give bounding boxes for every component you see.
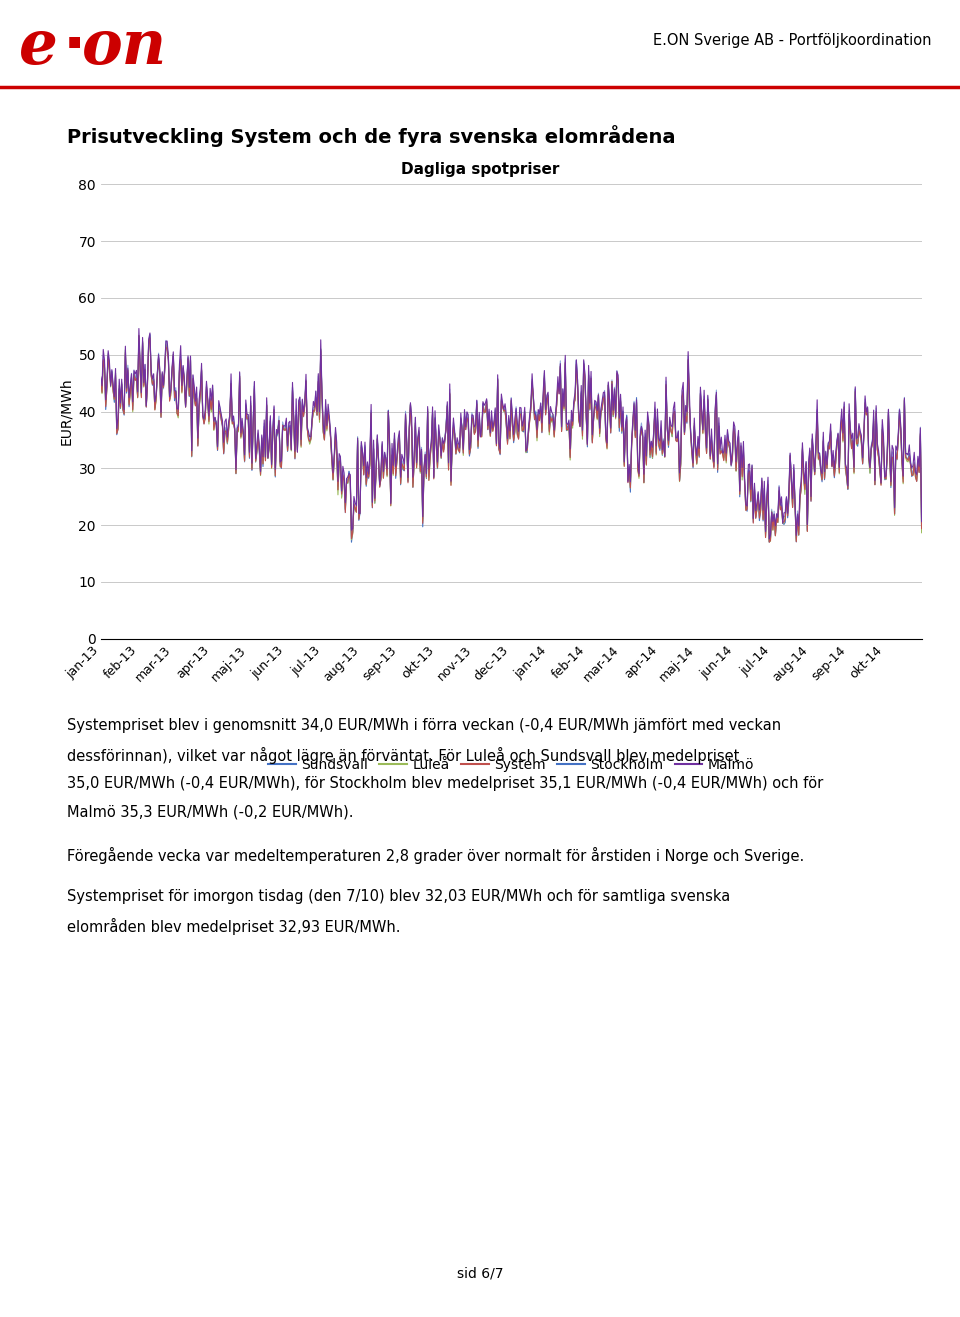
Stockholm bbox=[477, 396, 489, 412]
Malmö bbox=[751, 495, 762, 511]
Text: e: e bbox=[19, 17, 58, 78]
Line: Malmö: Malmö bbox=[101, 328, 922, 539]
Y-axis label: EUR/MWh: EUR/MWh bbox=[59, 378, 73, 445]
System bbox=[341, 474, 352, 490]
Sundsvall bbox=[346, 535, 357, 551]
Text: Systempriset blev i genomsnitt 34,0 EUR/MWh i förra veckan (-0,4 EUR/MWh jämfört: Systempriset blev i genomsnitt 34,0 EUR/… bbox=[67, 718, 781, 732]
Line: Stockholm: Stockholm bbox=[101, 335, 922, 541]
Sundsvall bbox=[144, 327, 156, 342]
Luleå bbox=[133, 328, 145, 344]
Malmö bbox=[854, 423, 866, 439]
Text: E.ON Sverige AB - Portföljkoordination: E.ON Sverige AB - Portföljkoordination bbox=[653, 33, 931, 49]
System bbox=[720, 453, 732, 469]
Text: 35,0 EUR/MWh (-0,4 EUR/MWh), för Stockholm blev medelpriset 35,1 EUR/MWh (-0,4 E: 35,0 EUR/MWh (-0,4 EUR/MWh), för Stockho… bbox=[67, 776, 824, 790]
Luleå bbox=[477, 400, 489, 416]
Luleå bbox=[763, 533, 775, 549]
Text: dessförinnan), vilket var något lägre än förväntat. För Luleå och Sundsvall blev: dessförinnan), vilket var något lägre än… bbox=[67, 747, 739, 764]
Luleå bbox=[908, 456, 920, 471]
Luleå bbox=[95, 371, 107, 387]
Sundsvall bbox=[722, 425, 733, 441]
Line: System: System bbox=[101, 336, 922, 543]
System bbox=[477, 399, 489, 415]
Sundsvall bbox=[854, 425, 866, 441]
System bbox=[763, 535, 775, 551]
Text: Malmö 35,3 EUR/MWh (-0,2 EUR/MWh).: Malmö 35,3 EUR/MWh (-0,2 EUR/MWh). bbox=[67, 805, 353, 819]
Stockholm bbox=[144, 327, 156, 342]
Sundsvall bbox=[95, 375, 107, 391]
Malmö bbox=[763, 531, 775, 547]
Malmö bbox=[95, 369, 107, 385]
Text: sid 6/7: sid 6/7 bbox=[457, 1266, 503, 1280]
Malmö bbox=[133, 320, 145, 336]
Luleå bbox=[341, 474, 352, 490]
Text: elområden blev medelpriset 32,93 EUR/MWh.: elområden blev medelpriset 32,93 EUR/MWh… bbox=[67, 918, 400, 935]
Malmö bbox=[908, 444, 920, 460]
System bbox=[133, 328, 145, 344]
Malmö bbox=[341, 470, 352, 486]
Legend: Sundsvall, Luleå, System, Stockholm, Malmö: Sundsvall, Luleå, System, Stockholm, Mal… bbox=[262, 752, 760, 777]
Malmö bbox=[477, 394, 489, 410]
Luleå bbox=[854, 428, 866, 444]
Sundsvall bbox=[753, 487, 764, 503]
Stockholm bbox=[341, 471, 352, 487]
Stockholm bbox=[916, 519, 927, 535]
Stockholm bbox=[908, 454, 920, 470]
Luleå bbox=[720, 456, 732, 471]
Luleå bbox=[916, 525, 927, 541]
Line: Luleå: Luleå bbox=[101, 336, 922, 541]
Text: ·: · bbox=[62, 17, 85, 76]
Malmö bbox=[916, 514, 927, 529]
Sundsvall bbox=[916, 523, 927, 539]
Text: Prisutveckling System och de fyra svenska elområdena: Prisutveckling System och de fyra svensk… bbox=[67, 125, 676, 148]
Line: Sundsvall: Sundsvall bbox=[101, 335, 922, 543]
Sundsvall bbox=[908, 458, 920, 474]
System bbox=[751, 500, 762, 516]
Text: Systempriset för imorgon tisdag (den 7/10) blev 32,03 EUR/MWh och för samtliga s: Systempriset för imorgon tisdag (den 7/1… bbox=[67, 889, 731, 903]
Text: Föregående vecka var medeltemperaturen 2,8 grader över normalt för årstiden i No: Föregående vecka var medeltemperaturen 2… bbox=[67, 847, 804, 864]
Stockholm bbox=[854, 424, 866, 440]
Luleå bbox=[751, 500, 762, 516]
Stockholm bbox=[763, 533, 775, 549]
Text: Dagliga spotpriser: Dagliga spotpriser bbox=[401, 162, 559, 176]
Text: on: on bbox=[82, 17, 167, 78]
Malmö bbox=[720, 445, 732, 461]
System bbox=[916, 520, 927, 536]
Stockholm bbox=[751, 497, 762, 512]
Stockholm bbox=[95, 371, 107, 387]
Sundsvall bbox=[341, 475, 352, 491]
Sundsvall bbox=[478, 406, 490, 421]
System bbox=[95, 374, 107, 390]
Stockholm bbox=[720, 448, 732, 464]
System bbox=[908, 457, 920, 473]
System bbox=[854, 427, 866, 443]
